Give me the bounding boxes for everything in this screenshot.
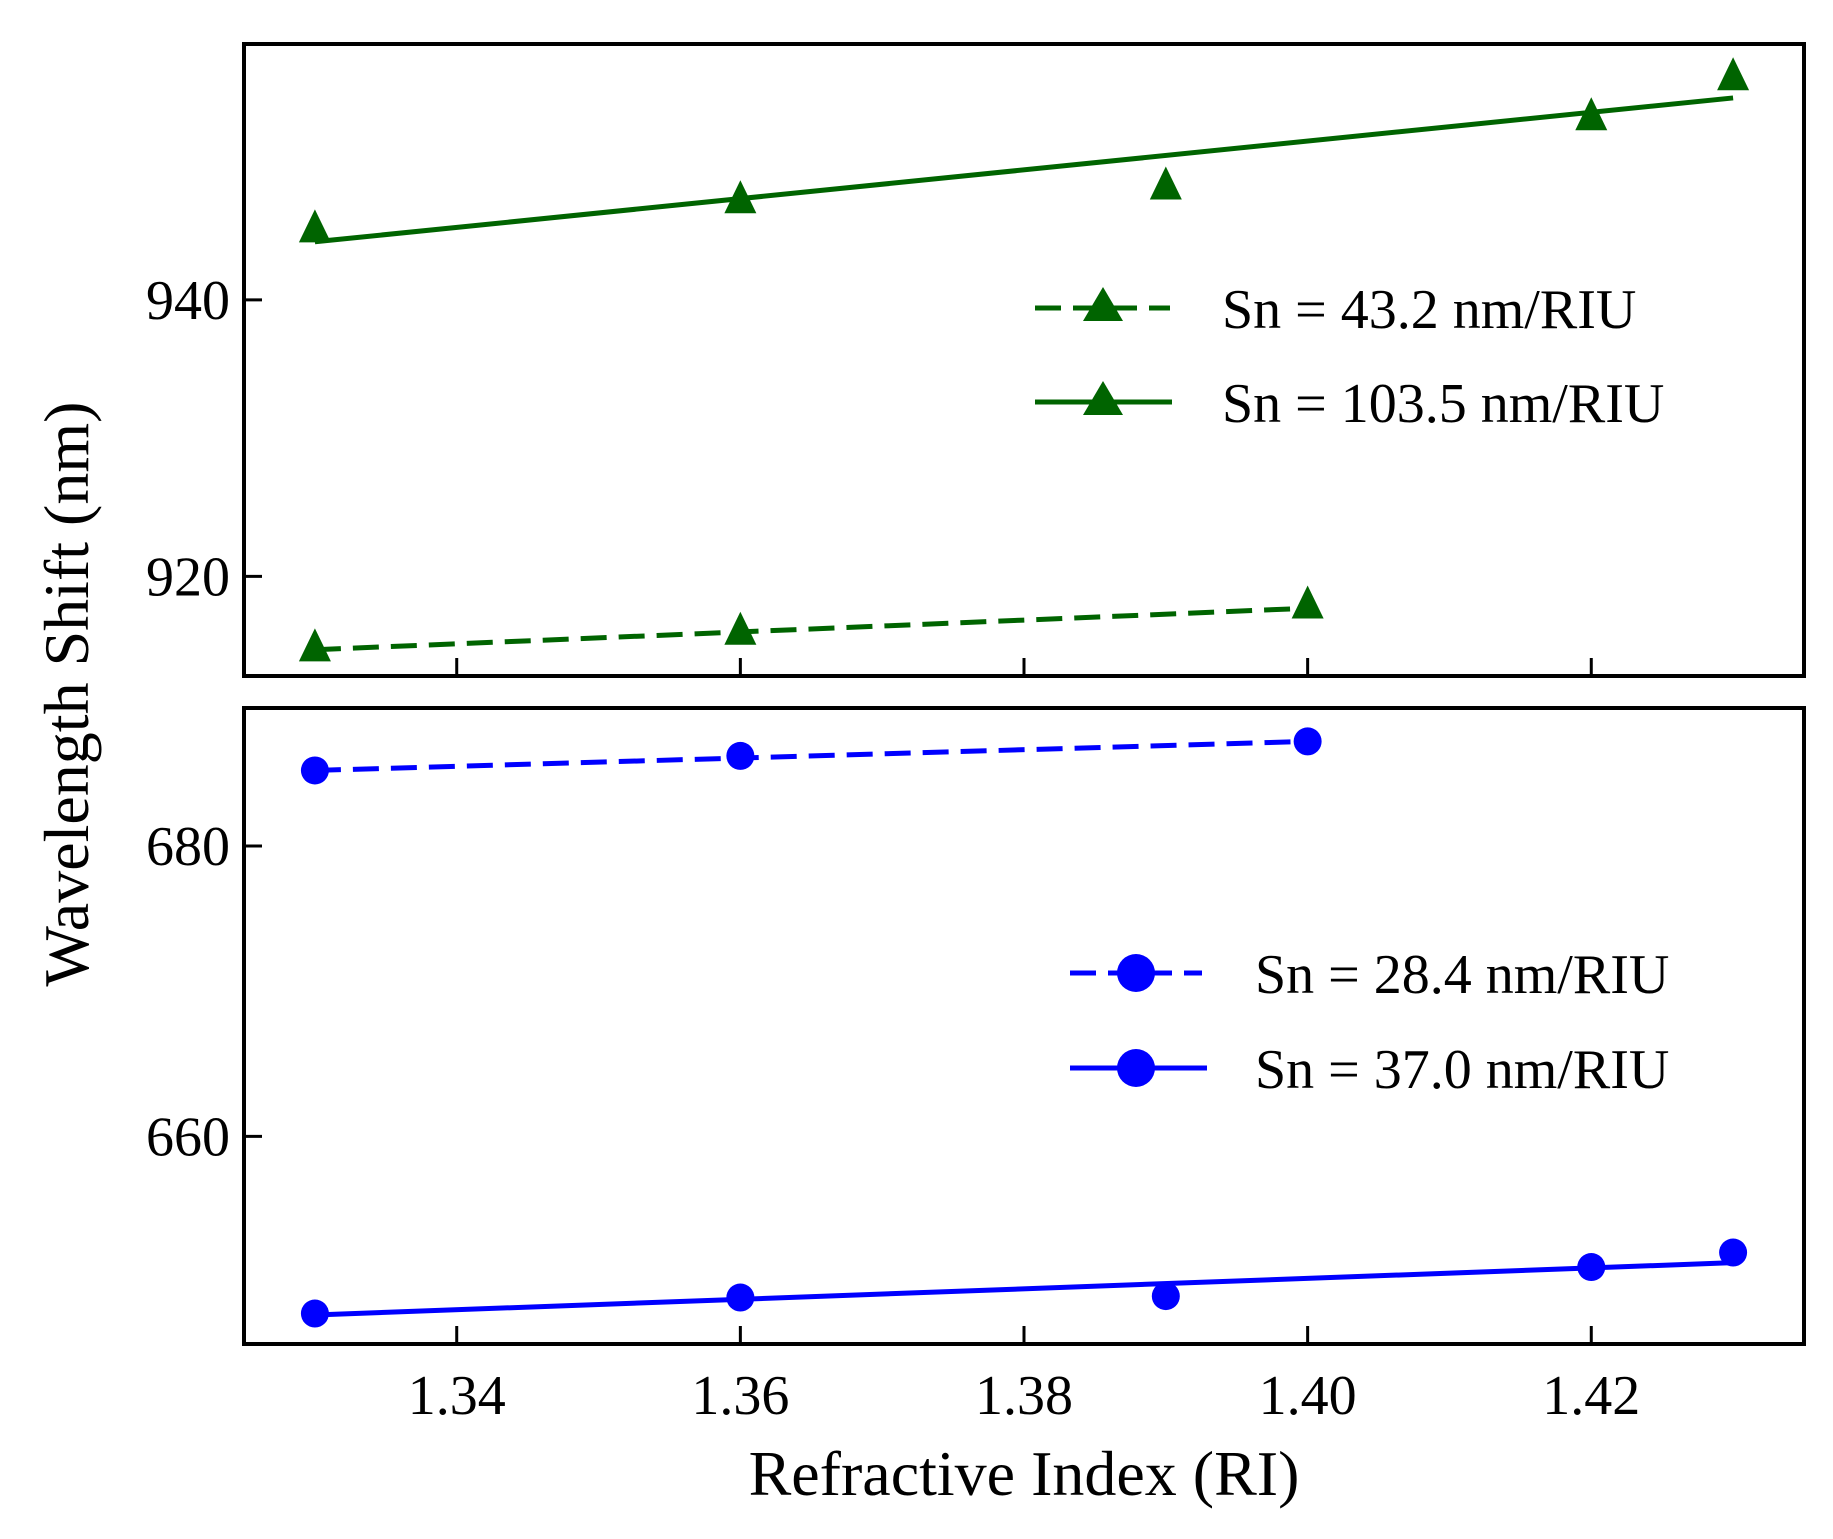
series-fit-line: [314, 605, 1308, 653]
data-point-triangle: [1149, 166, 1182, 200]
bottom-x-ticks: 1.34 1.36 1.38 1.40 1.42: [408, 1326, 1640, 1427]
legend-label: Sn = 103.5 nm/RIU: [1222, 373, 1664, 435]
x-tick-label: 1.34: [408, 1365, 506, 1427]
y-tick-label: 680: [146, 816, 230, 878]
top-y-ticks: 920 940: [146, 270, 262, 608]
top-series-lines: [314, 95, 1734, 653]
data-point-triangle: [1575, 97, 1608, 131]
x-axis-title: Refractive Index (RI): [749, 1438, 1300, 1509]
y-axis-title: Wavelength Shift (nm): [31, 402, 102, 987]
bottom-legend: Sn = 28.4 nm/RIU Sn = 37.0 nm/RIU: [1070, 944, 1669, 1101]
data-point-circle: [1293, 727, 1322, 756]
series-fit-line: [314, 738, 1308, 773]
legend-triangle-marker: [1083, 287, 1123, 321]
x-tick-label: 1.36: [691, 1365, 789, 1427]
x-tick-label: 1.38: [975, 1365, 1073, 1427]
x-tick-label: 1.42: [1542, 1365, 1640, 1427]
data-point-triangle: [1291, 585, 1324, 619]
data-point-triangle: [298, 628, 331, 662]
y-tick-label: 940: [146, 270, 230, 332]
legend-triangle-marker: [1083, 381, 1123, 415]
series-fit-line: [314, 95, 1734, 245]
data-point-circle: [1719, 1238, 1748, 1267]
legend-label: Sn = 28.4 nm/RIU: [1255, 944, 1669, 1006]
legend-label: Sn = 43.2 nm/RIU: [1222, 279, 1636, 341]
data-point-triangle: [724, 180, 757, 214]
y-tick-label: 660: [146, 1106, 230, 1168]
data-point-triangle: [1717, 57, 1750, 91]
data-point-circle: [726, 1283, 755, 1312]
data-point-triangle: [724, 611, 757, 645]
top-x-ticks: [455, 658, 1593, 676]
data-point-circle: [1151, 1282, 1180, 1311]
data-point-circle: [726, 741, 755, 770]
data-point-triangle: [298, 209, 331, 243]
y-tick-label: 920: [146, 546, 230, 608]
legend-circle-marker: [1117, 954, 1155, 992]
legend-label: Sn = 37.0 nm/RIU: [1255, 1039, 1669, 1101]
bottom-series-lines: [314, 738, 1734, 1318]
series-fit-line: [314, 1260, 1734, 1318]
bottom-series-markers: [300, 727, 1748, 1328]
bottom-y-ticks: 660 680: [146, 816, 262, 1168]
data-point-circle: [300, 756, 329, 785]
x-tick-label: 1.40: [1259, 1365, 1357, 1427]
bottom-panel: 1.34 1.36 1.38 1.40 1.42 660 680 Sn = 28.4 nm…: [146, 706, 1806, 1427]
top-legend: Sn = 43.2 nm/RIU Sn = 103.5 nm/RIU: [1035, 279, 1664, 435]
top-panel: 920 940 Sn = 43.2 nm/RIU Sn = 103.5 nm/RI…: [146, 42, 1806, 678]
legend-circle-marker: [1117, 1049, 1155, 1087]
top-series-markers: [298, 57, 1750, 662]
data-point-circle: [300, 1299, 329, 1328]
data-point-circle: [1577, 1253, 1606, 1282]
